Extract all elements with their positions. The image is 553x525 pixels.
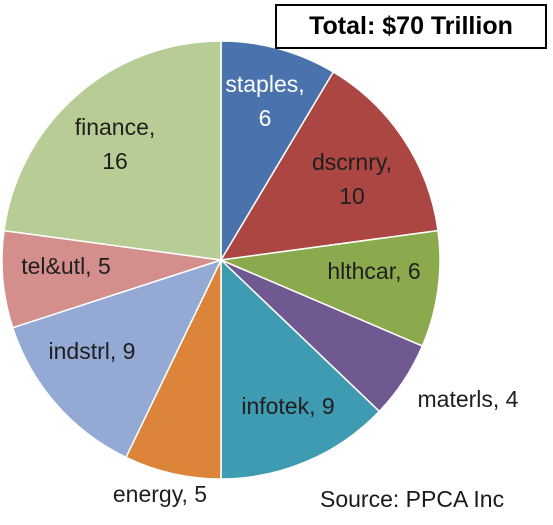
pie-label-line: finance, bbox=[75, 114, 156, 140]
pie-labels: staples, 6 dscrnry, 10 hlthcar, 6 materls, 4 i… bbox=[21, 71, 518, 507]
pie-label-materls: materls, 4 bbox=[418, 386, 519, 412]
pie-label-indstrl: indstrl, 9 bbox=[49, 338, 136, 364]
pie-label-line: staples, bbox=[225, 71, 304, 97]
pie-slice-indstrl bbox=[11, 258, 223, 459]
pie-label-infotek: infotek, 9 bbox=[241, 393, 334, 419]
pie-label-line: indstrl, 9 bbox=[49, 338, 136, 364]
pie-slice-finance bbox=[3, 40, 222, 261]
chart-title-box: Total: $70 Trillion bbox=[275, 4, 547, 49]
chart-title: Total: $70 Trillion bbox=[309, 12, 513, 40]
pie-slice-hlthcar bbox=[218, 229, 441, 348]
pie-slice-infotek bbox=[220, 258, 381, 480]
pie-slices bbox=[1, 40, 441, 480]
pie-label-finance: finance, 16 bbox=[75, 114, 156, 174]
pie-label-line: 6 bbox=[259, 105, 272, 131]
pie-label-dscrnry: dscrnry, 10 bbox=[312, 149, 392, 209]
pie-label-hlthcar: hlthcar, 6 bbox=[327, 258, 420, 284]
pie-label-line: energy, 5 bbox=[113, 481, 207, 507]
pie-label-line: tel&utl, 5 bbox=[21, 253, 111, 279]
pie-label-line: materls, 4 bbox=[418, 386, 519, 412]
pie-label-line: 16 bbox=[102, 148, 128, 174]
pie-slice-dscrnry bbox=[219, 70, 439, 261]
pie-label-tel-utl: tel&utl, 5 bbox=[21, 253, 111, 279]
pie-label-line: infotek, 9 bbox=[241, 393, 334, 419]
chart-source-note: Source: PPCA Inc bbox=[320, 486, 505, 512]
pie-label-line: dscrnry, bbox=[312, 149, 392, 175]
pie-label-line: hlthcar, 6 bbox=[327, 258, 420, 284]
pie-label-staples: staples, 6 bbox=[225, 71, 304, 131]
pie-label-energy: energy, 5 bbox=[113, 481, 207, 507]
pie-label-line: 10 bbox=[339, 183, 365, 209]
